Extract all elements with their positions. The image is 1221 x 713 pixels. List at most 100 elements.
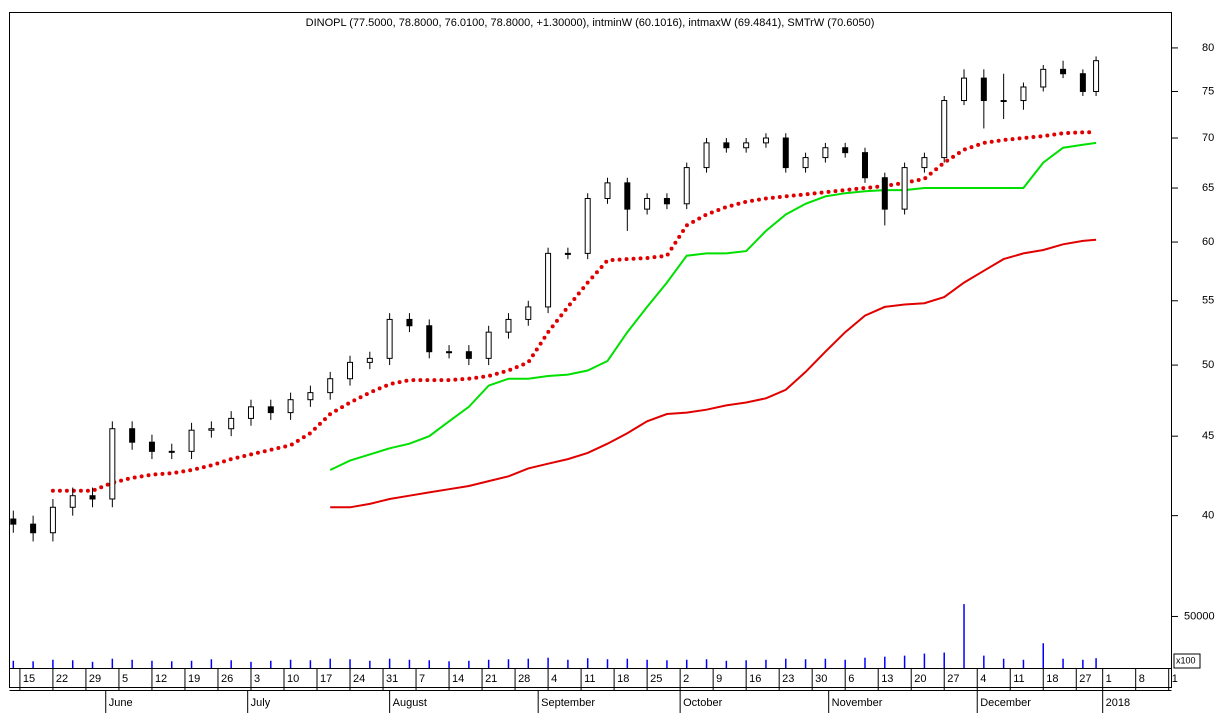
x-tick-label: 26 [221, 673, 233, 685]
candle-body [545, 252, 552, 308]
month-label: October [683, 697, 722, 709]
y-tick-label: 75 [1202, 85, 1214, 97]
candle-body [961, 77, 968, 102]
x-tick-label: 21 [485, 673, 497, 685]
candle-body [743, 142, 750, 149]
volume-unit-label: x100 [1176, 655, 1196, 665]
candle-body [89, 495, 96, 500]
indicator-line [50, 130, 1099, 493]
x-tick-label: 5 [122, 673, 128, 685]
x-tick-label: 10 [287, 673, 299, 685]
candle-body [683, 167, 690, 205]
x-tick-label: 1 [1172, 673, 1178, 685]
candle-body [644, 197, 651, 210]
candle-body [1060, 68, 1067, 75]
candle-body [366, 357, 373, 363]
candle-body [1000, 100, 1007, 103]
candle-body [663, 197, 670, 205]
candle-body [604, 182, 611, 199]
candle-body [723, 142, 730, 149]
candle-body [30, 523, 37, 534]
candle-body [941, 100, 948, 159]
candle-body [980, 77, 987, 102]
x-tick-label: 11 [584, 673, 595, 685]
candle-body [782, 137, 789, 169]
volume-y-tick-label: 50000 [1184, 610, 1215, 622]
candle-body [347, 361, 354, 380]
candle-body [287, 399, 294, 414]
x-tick-label: 24 [353, 673, 365, 685]
x-tick-label: 6 [848, 673, 854, 685]
x-tick-label: 29 [89, 673, 101, 685]
indicator-line [329, 141, 1097, 471]
indicator-line [330, 238, 1097, 509]
x-tick-label: 27 [1079, 673, 1091, 685]
x-tick-label: 23 [782, 673, 794, 685]
y-tick-label: 60 [1202, 236, 1214, 248]
y-tick-label: 40 [1202, 510, 1214, 522]
x-tick-label: 15 [23, 673, 35, 685]
x-tick-label: 28 [518, 673, 530, 685]
candle-body [762, 137, 769, 144]
x-tick-label: 19 [188, 673, 200, 685]
candle-body [247, 406, 254, 419]
candle-body [465, 351, 472, 359]
chart-title: DINOPL (77.5000, 78.8000, 76.0100, 78.80… [306, 17, 875, 29]
volume-unit-box [1173, 653, 1201, 669]
candle-body [525, 306, 532, 320]
x-tick-label: 2 [683, 673, 689, 685]
candle-body [901, 167, 908, 210]
candle-body [267, 406, 274, 414]
x-tick-label: 14 [452, 673, 464, 685]
candle-body [505, 318, 512, 333]
candle-body [426, 325, 433, 353]
y-tick-label: 50 [1202, 359, 1214, 371]
x-tick-label: 12 [155, 673, 167, 685]
candle-body [446, 351, 453, 354]
candle-body [881, 177, 888, 210]
candle-body [307, 392, 314, 401]
candle-body [1093, 60, 1100, 92]
candle-body [485, 331, 492, 359]
x-tick-label: 18 [617, 673, 629, 685]
month-label: December [980, 697, 1031, 709]
x-tick-label: 31 [386, 673, 398, 685]
x-tick-label: 13 [881, 673, 893, 685]
x-tick-label: 20 [914, 673, 926, 685]
candle-body [921, 157, 928, 169]
candle-body [386, 318, 393, 359]
month-label: 2018 [1106, 697, 1130, 709]
y-tick-label: 70 [1202, 132, 1214, 144]
candle-body [842, 147, 849, 154]
candle-body [406, 318, 413, 327]
x-tick-label: 4 [551, 673, 557, 685]
candle-body [168, 450, 175, 453]
candle-body [129, 428, 136, 443]
x-tick-label: 11 [1013, 673, 1024, 685]
candle-body [1020, 86, 1027, 102]
x-tick-label: 1 [1106, 673, 1112, 685]
y-tick-label: 45 [1202, 430, 1214, 442]
x-tick-label: 7 [419, 673, 425, 685]
x-tick-label: 25 [650, 673, 662, 685]
candle-body [703, 142, 710, 169]
month-label: August [393, 697, 427, 709]
x-tick-label: 27 [947, 673, 959, 685]
candle-body [1079, 73, 1086, 92]
candle-body [208, 428, 215, 431]
x-tick-label: 16 [749, 673, 761, 685]
candle-body [327, 378, 334, 394]
y-tick-label: 80 [1202, 42, 1214, 54]
candle-body [188, 429, 195, 452]
month-label: July [251, 697, 271, 709]
x-tick-label: 17 [320, 673, 332, 685]
x-tick-label: 18 [1046, 673, 1058, 685]
month-label: November [832, 697, 883, 709]
candle-body [802, 157, 809, 169]
month-label: June [109, 697, 133, 709]
x-tick-label: 8 [1139, 673, 1145, 685]
x-tick-label: 9 [716, 673, 722, 685]
x-tick-label: 3 [254, 673, 260, 685]
candle-body [228, 417, 235, 430]
